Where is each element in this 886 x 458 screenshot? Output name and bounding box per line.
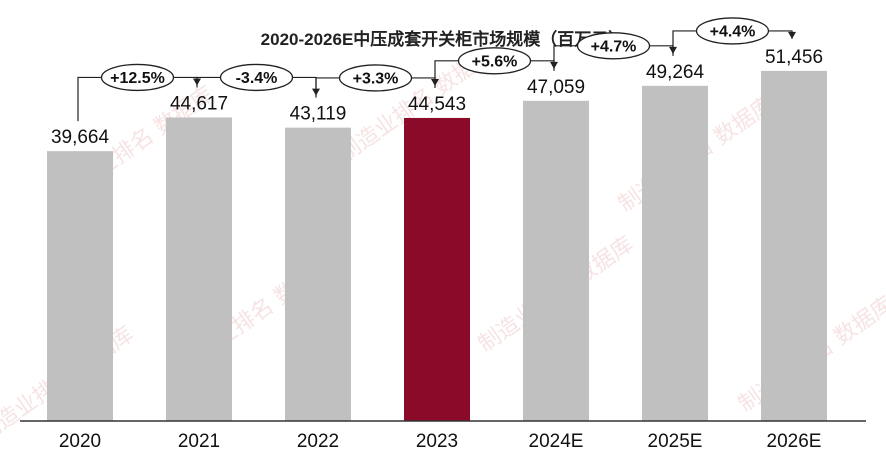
data-label-2026E: 51,456 — [765, 47, 823, 68]
growth-bubble — [338, 64, 413, 92]
value-label-group: 39,664 44,617 43,119 44,543 47,059 49,264 51,4… — [51, 47, 823, 148]
growth-annotation: +3.3% — [315, 64, 439, 98]
growth-rate-label: +12.5% — [110, 70, 165, 87]
x-tick-2021: 2021 — [178, 431, 220, 452]
x-tick-label-group: 2020 2021 2022 2023 2024E 2025E 2026E — [59, 431, 822, 452]
growth-annotation: +5.6% — [434, 47, 558, 88]
growth-rate-label: -3.4% — [236, 70, 278, 87]
bar-2025E — [642, 85, 708, 421]
growth-bubble — [219, 63, 294, 92]
growth-annotation: -3.4% — [196, 63, 320, 96]
bar-2020 — [47, 151, 113, 422]
growth-rate-label: +3.3% — [353, 70, 399, 87]
growth-annotation: +4.4% — [672, 17, 796, 56]
x-tick-2020: 2020 — [59, 431, 101, 452]
growth-bubble — [695, 17, 770, 45]
data-label-2023: 44,543 — [408, 94, 466, 115]
x-tick-2025E: 2025E — [648, 431, 703, 452]
data-label-2025E: 49,264 — [646, 62, 705, 83]
data-label-2024E: 47,059 — [527, 77, 585, 98]
bar-2022 — [285, 127, 351, 421]
bar-2023 — [404, 117, 470, 421]
growth-rate-label: +5.6% — [472, 53, 518, 70]
x-tick-2023: 2023 — [416, 431, 458, 452]
data-label-2021: 44,617 — [170, 93, 228, 114]
growth-rate-label: +4.7% — [591, 38, 637, 55]
bar-group — [47, 70, 827, 422]
bar-2021 — [166, 117, 232, 421]
data-label-2022: 43,119 — [290, 104, 347, 125]
chart-title: 2020-2026E中压成套开关柜市场规模（百万元） — [261, 29, 626, 49]
x-tick-2024E: 2024E — [529, 431, 584, 452]
data-label-2020: 39,664 — [51, 127, 110, 148]
arrow-down-icon — [788, 31, 796, 39]
bar-2024E — [523, 100, 589, 421]
growth-annotation-group: +12.5% -3.4% +3.3% +5.6% +4.7% +4.4% — [77, 17, 796, 122]
x-tick-2026E: 2026E — [767, 431, 822, 452]
growth-bubble — [100, 63, 175, 92]
growth-bubble — [576, 32, 651, 60]
x-tick-2022: 2022 — [297, 431, 339, 452]
bar-2026E — [761, 70, 827, 421]
growth-rate-label: +4.4% — [710, 23, 756, 40]
growth-bubble — [457, 47, 532, 75]
